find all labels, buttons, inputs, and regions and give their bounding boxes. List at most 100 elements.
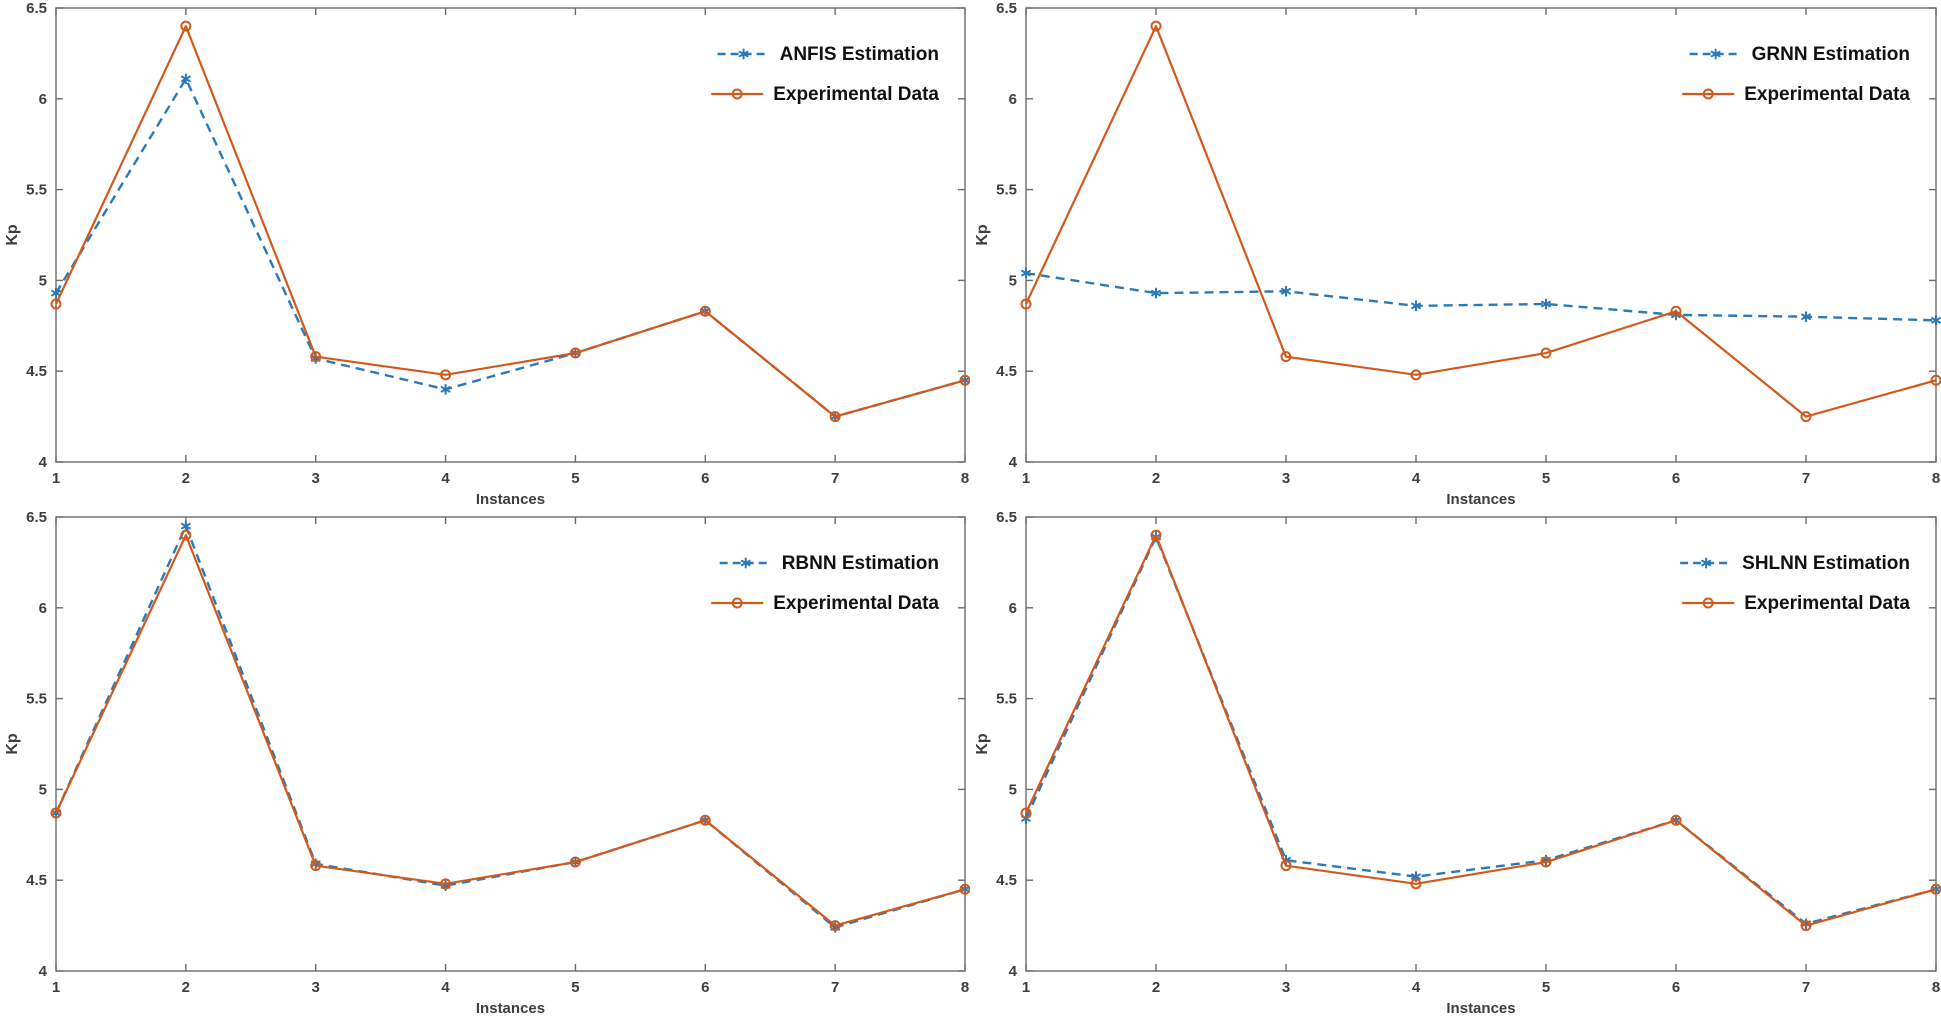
x-tick-label: 3 bbox=[1282, 470, 1290, 487]
y-tick-label: 6 bbox=[1009, 600, 1017, 617]
data-point-marker bbox=[829, 411, 841, 423]
legend-label: Experimental Data bbox=[1744, 593, 1910, 614]
y-tick-label: 5.5 bbox=[996, 182, 1017, 199]
legend-item-estimation: SHLNN Estimation bbox=[1680, 553, 1910, 574]
x-tick-label: 4 bbox=[441, 470, 450, 487]
data-point-marker bbox=[1281, 285, 1291, 297]
x-tick-label: 4 bbox=[1412, 979, 1421, 996]
y-tick-label: 4.5 bbox=[26, 872, 47, 889]
x-tick-label: 1 bbox=[1022, 979, 1030, 996]
x-tick-label: 6 bbox=[1672, 470, 1680, 487]
data-point-marker bbox=[51, 287, 61, 299]
plot-background bbox=[970, 0, 1941, 509]
y-tick-label: 4.5 bbox=[996, 872, 1017, 889]
data-point-marker bbox=[180, 529, 192, 541]
data-point-marker bbox=[569, 856, 581, 868]
series-line-experimental bbox=[1025, 534, 1937, 927]
axes-box bbox=[55, 7, 966, 463]
x-tick-label: 7 bbox=[831, 470, 839, 487]
axis-ticks bbox=[1025, 7, 1937, 463]
y-axis-label: Kp bbox=[4, 224, 21, 246]
legend: SHLNN Estimation Experimental Data bbox=[1680, 553, 1910, 614]
data-point-marker bbox=[1540, 856, 1552, 868]
y-tick-label: 4 bbox=[39, 963, 48, 980]
x-tick-label: 6 bbox=[1672, 979, 1680, 996]
legend-marker bbox=[1702, 88, 1714, 100]
shlnn-chart: 1 2 3 4 5 6 7 8 4 4.5 5 5.5 6 6.5 Instances Kp SHLNN Est… bbox=[970, 509, 1941, 1018]
x-tick-label: 1 bbox=[52, 470, 60, 487]
series-line-experimental bbox=[55, 25, 966, 418]
y-tick-label: 6 bbox=[1009, 91, 1017, 108]
data-point-marker bbox=[50, 298, 62, 310]
y-tick-label: 4.5 bbox=[26, 363, 47, 380]
rbnn-chart: 1 2 3 4 5 6 7 8 4 4.5 5 5.5 6 6.5 Instances Kp RBNN Esti… bbox=[0, 509, 970, 1018]
x-axis-label: Instances bbox=[1446, 491, 1515, 508]
data-point-marker bbox=[1670, 305, 1682, 317]
y-axis-label: Kp bbox=[4, 733, 21, 755]
x-tick-label: 8 bbox=[1932, 470, 1940, 487]
axes-box bbox=[1025, 7, 1937, 463]
chart-panel-shlnn: 1 2 3 4 5 6 7 8 4 4.5 5 5.5 6 6.5 Instances Kp SHLNN Est… bbox=[970, 509, 1941, 1018]
x-tick-label: 2 bbox=[1152, 979, 1160, 996]
legend-marker bbox=[1701, 557, 1712, 569]
chart-panel-rbnn: 1 2 3 4 5 6 7 8 4 4.5 5 5.5 6 6.5 Instances Kp RBNN Esti… bbox=[0, 509, 970, 1018]
anfis-chart: 1 2 3 4 5 6 7 8 4 4.5 5 5.5 6 6.5 Instances Kp ANFIS Est… bbox=[0, 0, 970, 509]
x-axis-label: Instances bbox=[1446, 1000, 1515, 1017]
series-experimental bbox=[50, 20, 970, 423]
data-point-marker bbox=[1150, 529, 1162, 541]
legend-label: SHLNN Estimation bbox=[1742, 553, 1910, 574]
series-line-experimental bbox=[55, 534, 966, 927]
legend-label: Experimental Data bbox=[1744, 84, 1910, 105]
data-point-marker bbox=[569, 347, 581, 359]
legend: GRNN Estimation Experimental Data bbox=[1682, 44, 1910, 105]
x-tick-label: 2 bbox=[182, 979, 190, 996]
axis-ticks bbox=[1025, 516, 1937, 972]
legend-label: Experimental Data bbox=[773, 593, 939, 614]
data-point-marker bbox=[699, 814, 711, 826]
data-point-marker bbox=[1020, 298, 1032, 310]
legend-marker bbox=[731, 88, 743, 100]
y-tick-label: 6 bbox=[39, 600, 47, 617]
y-tick-label: 5 bbox=[39, 272, 47, 289]
data-point-marker bbox=[1670, 814, 1682, 826]
data-point-marker bbox=[1280, 351, 1292, 363]
y-tick-label: 5 bbox=[39, 781, 47, 798]
data-point-marker bbox=[1410, 369, 1422, 381]
legend: ANFIS Estimation Experimental Data bbox=[711, 44, 939, 105]
y-axis-label: Kp bbox=[974, 733, 991, 755]
y-tick-label: 5.5 bbox=[996, 691, 1017, 708]
plot-background bbox=[970, 509, 1941, 1018]
data-point-marker bbox=[440, 383, 451, 395]
axis-ticks bbox=[55, 516, 966, 972]
x-tick-label: 5 bbox=[1542, 979, 1550, 996]
data-point-marker bbox=[1800, 411, 1812, 423]
x-tick-label: 6 bbox=[701, 979, 709, 996]
data-point-marker bbox=[829, 920, 841, 932]
y-tick-label: 4.5 bbox=[996, 363, 1017, 380]
data-point-marker bbox=[959, 374, 970, 386]
legend-item-experimental: Experimental Data bbox=[1682, 593, 1910, 614]
x-tick-label: 8 bbox=[1932, 979, 1940, 996]
chart-panel-grnn: 1 2 3 4 5 6 7 8 4 4.5 5 5.5 6 6.5 Instances Kp GRNN Esti… bbox=[970, 0, 1941, 509]
legend-label: Experimental Data bbox=[773, 84, 939, 105]
y-tick-label: 4 bbox=[1009, 963, 1018, 980]
data-point-marker bbox=[180, 20, 192, 32]
y-axis-label: Kp bbox=[974, 224, 991, 246]
y-tick-label: 6 bbox=[39, 91, 47, 108]
legend: RBNN Estimation Experimental Data bbox=[711, 553, 939, 614]
legend-marker bbox=[740, 557, 751, 569]
data-point-marker bbox=[1410, 878, 1422, 890]
data-point-marker bbox=[1150, 20, 1162, 32]
legend-marker bbox=[1702, 597, 1714, 609]
chart-panel-anfis: 1 2 3 4 5 6 7 8 4 4.5 5 5.5 6 6.5 Instances Kp ANFIS Est… bbox=[0, 0, 970, 509]
data-point-marker bbox=[1021, 267, 1031, 279]
data-point-marker bbox=[1280, 860, 1292, 872]
x-tick-label: 3 bbox=[312, 979, 320, 996]
axes-box bbox=[55, 516, 966, 972]
series-experimental bbox=[1020, 20, 1941, 423]
legend-label: GRNN Estimation bbox=[1752, 44, 1910, 65]
axes-box bbox=[1025, 516, 1937, 972]
data-point-marker bbox=[1540, 347, 1552, 359]
x-tick-label: 5 bbox=[571, 979, 579, 996]
